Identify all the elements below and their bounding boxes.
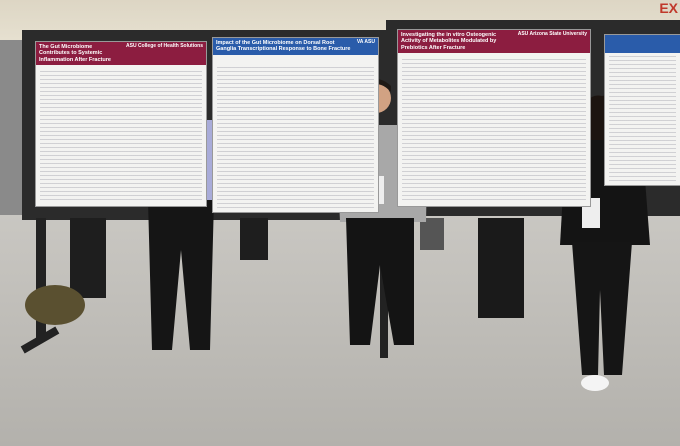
poster (605, 35, 680, 185)
exit-sign: EX (659, 0, 678, 16)
stand-leg (380, 218, 388, 358)
poster-header (605, 35, 680, 53)
stand-leg (36, 218, 46, 338)
poster-body (40, 68, 202, 202)
backpack (25, 285, 85, 325)
poster: Impact of the Gut Microbiome on Dorsal R… (213, 38, 378, 212)
poster-logo: ASU Arizona State University (517, 31, 587, 37)
poster-logo: ASU College of Health Solutions (126, 43, 203, 49)
pants (572, 242, 632, 375)
background-person (478, 218, 524, 318)
poster-header: Investigating the in vitro Osteogenic Ac… (398, 30, 590, 53)
poster-body (217, 64, 374, 208)
poster-body (609, 53, 676, 181)
shoe (581, 375, 609, 391)
poster-header: Impact of the Gut Microbiome on Dorsal R… (213, 38, 378, 55)
poster-header: The Gut Microbiome Contributes to System… (36, 42, 206, 65)
poster-title: Impact of the Gut Microbiome on Dorsal R… (216, 40, 351, 53)
poster-body (402, 56, 586, 202)
stand-foot (20, 326, 60, 354)
background-person (420, 218, 444, 250)
poster-title: The Gut Microbiome Contributes to System… (39, 44, 111, 63)
poster: The Gut Microbiome Contributes to System… (36, 42, 206, 206)
background-person (70, 218, 106, 298)
background-person (240, 218, 268, 260)
pants (346, 218, 414, 345)
poster-title: Investigating the in vitro Osteogenic Ac… (401, 32, 497, 51)
pants (148, 200, 214, 350)
poster: Investigating the in vitro Osteogenic Ac… (398, 30, 590, 206)
poster-logo: VA ASU (356, 39, 375, 45)
